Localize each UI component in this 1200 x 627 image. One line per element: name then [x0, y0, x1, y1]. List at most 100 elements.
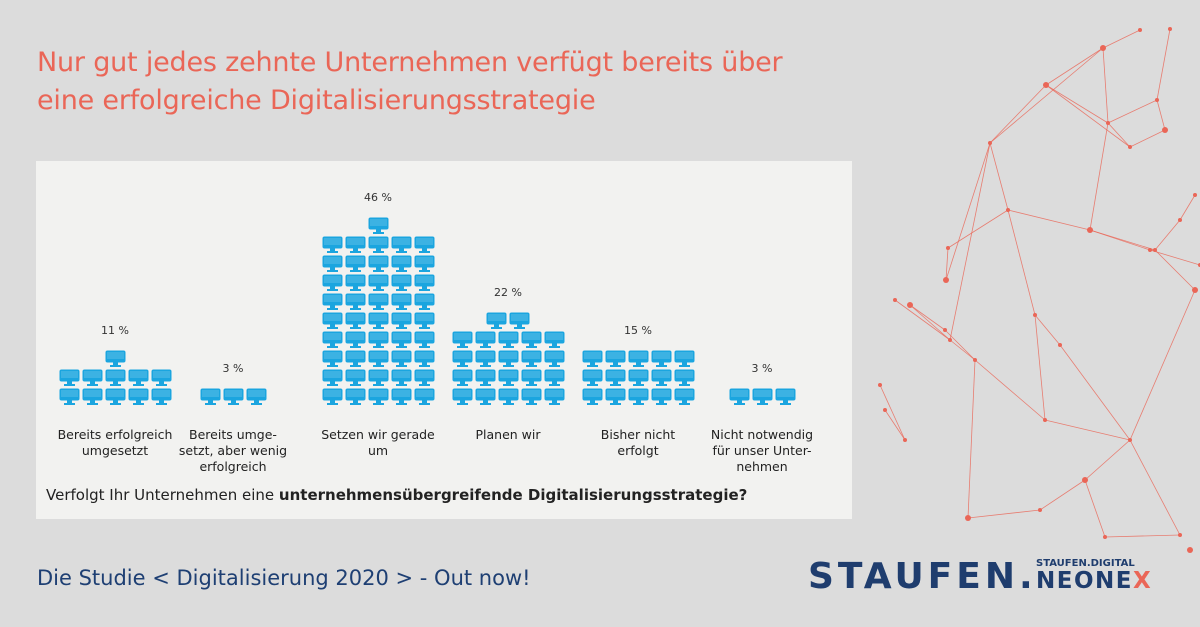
icon-stack [692, 161, 832, 421]
network-dot [1038, 508, 1042, 512]
network-dot [1082, 477, 1088, 483]
icon-stack [568, 161, 708, 421]
monitor-icon [475, 350, 496, 367]
monitor-icon [368, 312, 389, 329]
category-label-line: für unser Unter- [712, 443, 812, 458]
network-dot [893, 298, 897, 302]
monitor-icon [345, 312, 366, 329]
network-dot [1106, 121, 1110, 125]
monitor-icon [628, 350, 649, 367]
monitor-icon [345, 293, 366, 310]
network-dot [1148, 248, 1152, 252]
network-line [949, 142, 991, 341]
category-label-line: nehmen [736, 459, 788, 474]
network-dot [1043, 418, 1047, 422]
network-line [1154, 249, 1196, 291]
monitor-icon [674, 388, 695, 405]
monitor-icon [628, 369, 649, 386]
monitor-icon [391, 331, 412, 348]
category-label-line: setzt, aber wenig [178, 443, 288, 458]
network-line [879, 384, 906, 441]
category-label-line: erfolgt [617, 443, 659, 458]
network-dot [965, 515, 971, 521]
monitor-icon [544, 369, 565, 386]
monitor-icon [59, 388, 80, 405]
monitor-icon [368, 255, 389, 272]
monitor-icon [322, 274, 343, 291]
network-line [1084, 479, 1106, 538]
network-line [1045, 84, 1131, 148]
monitor-icon [368, 217, 389, 234]
monitor-icon [200, 388, 221, 405]
monitor-icon [521, 331, 542, 348]
footer-text[interactable]: Die Studie < Digitalisierung 2020 > - Ou… [37, 566, 531, 590]
monitor-icon [521, 369, 542, 386]
monitor-icon [322, 388, 343, 405]
monitor-icon [486, 312, 507, 329]
monitor-icon [414, 350, 435, 367]
network-dot [878, 383, 882, 387]
monitor-icon [674, 350, 695, 367]
monitor-icon [391, 369, 412, 386]
network-dot [946, 246, 950, 250]
network-line [1045, 84, 1109, 124]
network-line [949, 339, 976, 361]
network-dot [988, 141, 992, 145]
monitor-icon [729, 388, 750, 405]
network-dot [883, 408, 887, 412]
monitor-icon [521, 350, 542, 367]
monitor-icon [128, 388, 149, 405]
monitor-icon [475, 331, 496, 348]
network-line [974, 359, 1046, 421]
category-label-line: Planen wir [475, 427, 541, 442]
network-dot [1033, 313, 1037, 317]
network-line [1129, 439, 1181, 536]
monitor-icon [105, 388, 126, 405]
monitor-icon [605, 388, 626, 405]
network-dot [907, 302, 913, 308]
monitor-icon [628, 388, 649, 405]
network-dot [1043, 82, 1049, 88]
monitor-icon [498, 369, 519, 386]
network-line [967, 509, 1041, 519]
bar-4: 15 % Bisher nicht erfolgt [568, 161, 708, 481]
bar-1: 3 % Bereits umge-setzt, aber wenig erfolgr… [163, 161, 303, 481]
network-dot [1058, 343, 1062, 347]
monitor-icon [322, 293, 343, 310]
network-line [989, 142, 1009, 211]
monitor-icon [151, 388, 172, 405]
monitor-icon [752, 388, 773, 405]
network-dot [903, 438, 907, 442]
monitor-icon [544, 331, 565, 348]
value-label: 3 % [222, 362, 244, 375]
network-dot [1178, 218, 1182, 222]
category-label-line: erfolgreich [199, 459, 267, 474]
monitor-icon [105, 350, 126, 367]
monitor-icon [391, 350, 412, 367]
network-dot [1006, 208, 1010, 212]
monitor-icon [651, 350, 672, 367]
monitor-icon [368, 274, 389, 291]
category-label-line: Bereits umge- [189, 427, 277, 442]
staufen-digital-label: STAUFEN.DIGITAL [1036, 558, 1135, 569]
network-dot [943, 277, 949, 283]
monitor-icon [322, 369, 343, 386]
monitor-icon [509, 312, 530, 329]
network-dot [1187, 547, 1193, 553]
monitor-icon [414, 274, 435, 291]
network-dot [1100, 45, 1106, 51]
monitor-icon [775, 388, 796, 405]
network-line [884, 409, 906, 441]
network-line [1007, 209, 1091, 231]
monitor-icon [391, 274, 412, 291]
network-line [1034, 314, 1046, 421]
monitor-icon [414, 255, 435, 272]
network-line [1039, 479, 1086, 511]
monitor-icon [59, 369, 80, 386]
network-line [1107, 122, 1131, 148]
icon-stack [45, 161, 185, 421]
neonex-x: X [1132, 568, 1153, 594]
headline-line: Nur gut jedes zehnte Unternehmen verfügt… [37, 47, 783, 78]
monitor-icon [498, 331, 519, 348]
network-dot [973, 358, 977, 362]
